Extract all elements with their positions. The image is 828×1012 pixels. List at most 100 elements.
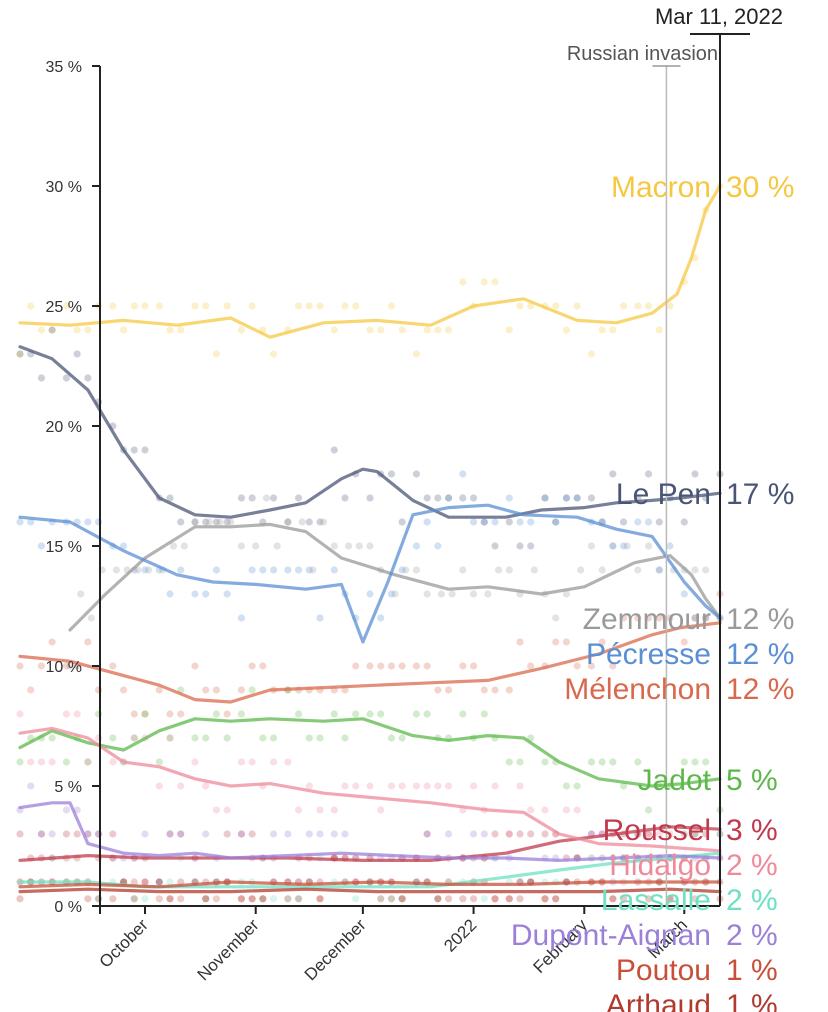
poll-dot	[212, 895, 221, 903]
candidate-value-label: 2 %	[726, 849, 778, 882]
poll-dot	[205, 518, 213, 526]
poll-dot	[398, 518, 406, 526]
poll-dot	[609, 758, 617, 766]
poll-dot	[330, 710, 338, 718]
poll-dot	[284, 566, 292, 574]
poll-dot	[644, 470, 653, 478]
poll-dot	[541, 806, 549, 814]
poll-dot	[269, 895, 278, 903]
poll-dot	[155, 878, 163, 886]
poll-dot	[27, 518, 35, 526]
trend-line-3	[18, 503, 722, 644]
poll-dot	[144, 566, 153, 574]
poll-dot	[130, 710, 138, 718]
poll-dot	[305, 782, 313, 790]
poll-dot	[377, 895, 385, 903]
trend-lines	[18, 184, 722, 894]
poll-dot	[412, 470, 421, 478]
poll-dot	[223, 590, 231, 598]
poll-dot	[412, 542, 421, 550]
poll-dot	[491, 830, 499, 838]
poll-dot	[316, 518, 324, 526]
poll-dot	[530, 566, 538, 574]
poll-dot	[444, 494, 453, 502]
poll-dot	[387, 662, 396, 670]
poll-dot	[155, 686, 163, 694]
poll-dot	[516, 542, 524, 550]
poll-dot	[202, 782, 210, 790]
poll-dot	[480, 518, 488, 526]
poll-dot	[177, 710, 185, 718]
x-tick-label: December	[301, 915, 370, 984]
y-tick-label: 10 %	[46, 659, 82, 676]
poll-dot	[284, 895, 292, 903]
poll-dot	[423, 782, 431, 790]
poll-dot	[655, 326, 663, 334]
poll-dot	[216, 518, 224, 526]
poll-dot	[27, 758, 35, 766]
poll-dot	[94, 830, 103, 838]
poll-dot	[141, 878, 149, 886]
poll-dot	[37, 326, 46, 334]
poll-dot	[434, 895, 442, 903]
poll-dot	[434, 542, 442, 550]
poll-dot	[423, 662, 431, 670]
poll-dot	[527, 302, 535, 310]
poll-dot	[77, 590, 85, 598]
poll-dot	[16, 830, 24, 838]
poll-dot	[527, 806, 535, 814]
poll-dot	[666, 614, 674, 622]
poll-dot	[423, 830, 431, 838]
poll-dot	[691, 895, 699, 903]
poll-dot	[491, 895, 499, 903]
poll-dot	[480, 518, 488, 526]
poll-dot	[352, 302, 360, 310]
poll-dot	[444, 326, 453, 334]
poll-dot	[37, 542, 46, 550]
poll-dot	[130, 446, 138, 454]
poll-dot	[412, 710, 421, 718]
poll-dot	[212, 566, 221, 574]
poll-dot	[227, 518, 235, 526]
poll-dot	[191, 662, 199, 670]
candidate-value-label: 12 %	[726, 603, 794, 636]
poll-dot	[469, 895, 478, 903]
poll-dot	[505, 686, 513, 694]
candidate-name-label: Pécresse	[586, 638, 711, 671]
poll-dot	[623, 542, 631, 550]
poll-dot	[702, 830, 710, 838]
poll-dot	[423, 326, 431, 334]
poll-dot	[655, 614, 663, 622]
poll-dot	[109, 758, 117, 766]
poll-dot	[212, 350, 221, 358]
poll-dot	[212, 518, 221, 526]
poll-dot	[223, 806, 231, 814]
poll-dot	[402, 566, 410, 574]
poll-dot	[262, 494, 271, 502]
poll-dot	[130, 734, 138, 742]
poll-dot	[516, 782, 524, 790]
poll-dot	[202, 895, 210, 903]
poll-dot	[552, 895, 560, 903]
poll-dot	[259, 734, 267, 742]
poll-dot	[16, 710, 24, 718]
poll-dot	[294, 494, 303, 502]
poll-dot	[412, 350, 421, 358]
poll-dot	[541, 895, 549, 903]
poll-dot	[27, 302, 35, 310]
poll-dot	[37, 830, 46, 838]
poll-dot	[141, 710, 149, 718]
poll-dot	[644, 806, 653, 814]
poll-dot	[634, 758, 642, 766]
poll-dot	[269, 494, 278, 502]
poll-dot	[505, 830, 513, 838]
y-tick-label: 15 %	[46, 539, 82, 556]
poll-dot	[237, 494, 246, 502]
trend-line-9	[18, 801, 722, 862]
poll-dot	[177, 782, 185, 790]
poll-dot	[469, 518, 478, 526]
poll-dot	[155, 758, 163, 766]
poll-dots	[16, 182, 724, 903]
poll-dot	[644, 830, 653, 838]
poll-dot	[437, 590, 446, 598]
